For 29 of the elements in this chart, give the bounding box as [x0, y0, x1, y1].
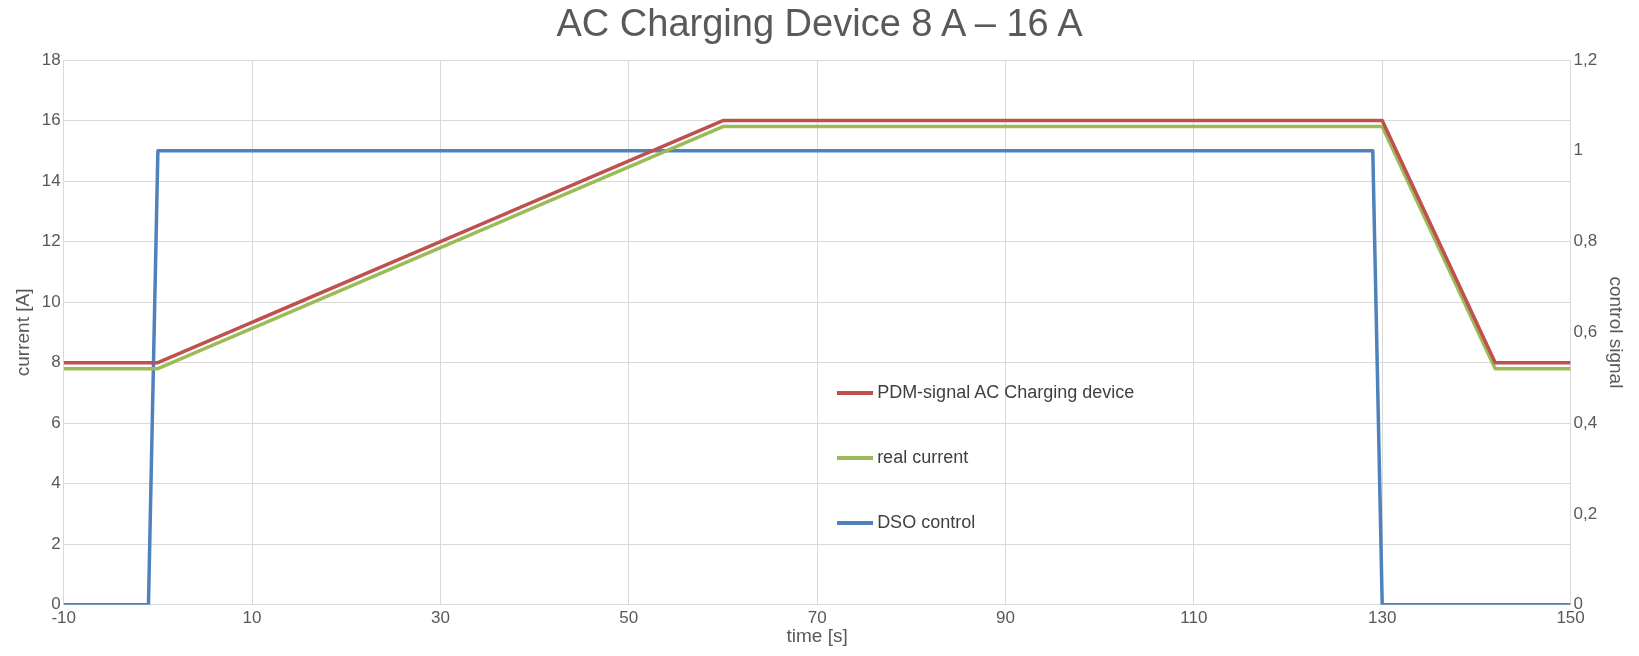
x-tick-label: 130	[1368, 607, 1397, 627]
y2-tick-label: 1,2	[1573, 49, 1598, 69]
y2-tick-label: 0,8	[1573, 231, 1598, 251]
x-tick-label: 50	[619, 607, 639, 627]
y-tick-label: 10	[41, 291, 61, 311]
y-axis-title: current [A]	[11, 288, 33, 377]
x-tick-label: 10	[242, 607, 262, 627]
y-tick-label: 8	[51, 352, 61, 372]
y2-tick-label: 0,4	[1573, 412, 1598, 432]
x-axis-title: time [s]	[786, 624, 848, 646]
y2-tick-label: 0,6	[1573, 322, 1598, 342]
y-tick-label: 12	[41, 231, 61, 251]
y2-tick-label: 1	[1573, 140, 1584, 160]
legend-label: DSO control	[877, 512, 976, 534]
x-tick-label: 30	[430, 607, 450, 627]
y-tick-label: 2	[51, 533, 61, 553]
legend-label: real current	[877, 447, 969, 469]
x-tick-label: 70	[807, 607, 827, 627]
y2-tick-label: 0,2	[1573, 503, 1598, 523]
y-tick-label: 6	[51, 412, 61, 432]
y2-axis-title: control signal	[1606, 276, 1628, 389]
chart-title: AC Charging Device 8 A – 16 A	[555, 2, 1084, 45]
x-tick-label: 110	[1180, 607, 1208, 627]
y-tick-label: 16	[41, 110, 61, 130]
legend-label: PDM-signal AC Charging device	[877, 382, 1135, 404]
y-tick-label: 18	[41, 49, 61, 69]
x-tick-label: 90	[996, 607, 1015, 627]
y-tick-label: 4	[51, 473, 61, 493]
y-tick-label: 14	[41, 170, 61, 190]
